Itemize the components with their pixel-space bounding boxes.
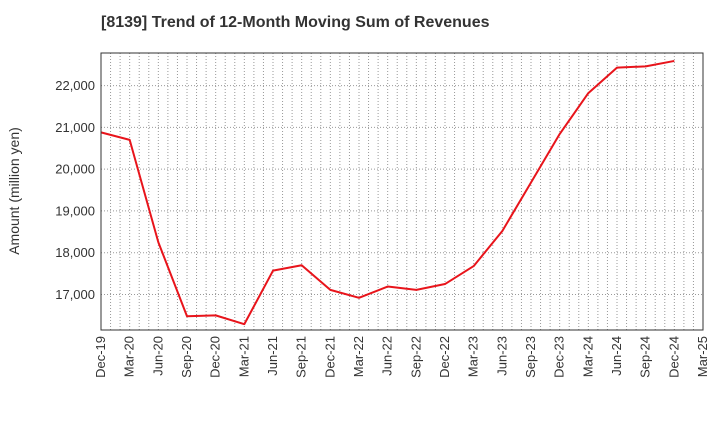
x-tick-label: Jun-21 (265, 336, 280, 376)
y-tick-label: 22,000 (55, 78, 95, 93)
x-tick-label: Jun-20 (150, 336, 165, 376)
y-tick-label: 21,000 (55, 120, 95, 135)
x-tick-label: Dec-23 (552, 336, 567, 378)
vertical-grid (110, 53, 694, 330)
x-tick-label: Sep-21 (294, 336, 309, 378)
y-tick-label: 18,000 (55, 245, 95, 260)
x-tick-label: Mar-22 (351, 336, 366, 377)
plot-frame (100, 52, 704, 331)
x-axis-ticks: Dec-19 Mar-20 Jun-20 Sep-20 Dec-20 Mar-21 Jun-… (93, 336, 710, 378)
x-tick-label: Mar-21 (236, 336, 251, 377)
chart-title: [8139] Trend of 12-Month Moving Sum of R… (101, 14, 490, 31)
x-tick-label: Mar-25 (695, 336, 710, 377)
y-axis-ticks: 17,000 18,000 19,000 20,000 21,000 22,000 (55, 78, 95, 302)
x-tick-label: Dec-22 (437, 336, 452, 378)
x-tick-label: Dec-21 (322, 336, 337, 378)
x-tick-label: Jun-22 (380, 336, 395, 376)
x-tick-label: Dec-20 (208, 336, 223, 378)
x-tick-label: Sep-24 (638, 336, 653, 378)
x-tick-label: Mar-23 (466, 336, 481, 377)
x-tick-label: Sep-22 (408, 336, 423, 378)
x-tick-label: Jun-23 (494, 336, 509, 376)
x-tick-label: Mar-24 (580, 336, 595, 377)
x-tick-label: Sep-20 (179, 336, 194, 378)
x-tick-label: Dec-24 (666, 336, 681, 378)
y-tick-label: 19,000 (55, 203, 95, 218)
series-line (100, 59, 675, 326)
y-tick-label: 20,000 (55, 162, 95, 177)
horizontal-grid (101, 85, 703, 295)
y-tick-label: 17,000 (55, 287, 95, 302)
x-tick-label: Sep-23 (523, 336, 538, 378)
x-tick-label: Dec-19 (93, 336, 108, 378)
x-tick-label: Mar-20 (122, 336, 137, 377)
x-tick-label: Jun-24 (609, 336, 624, 376)
